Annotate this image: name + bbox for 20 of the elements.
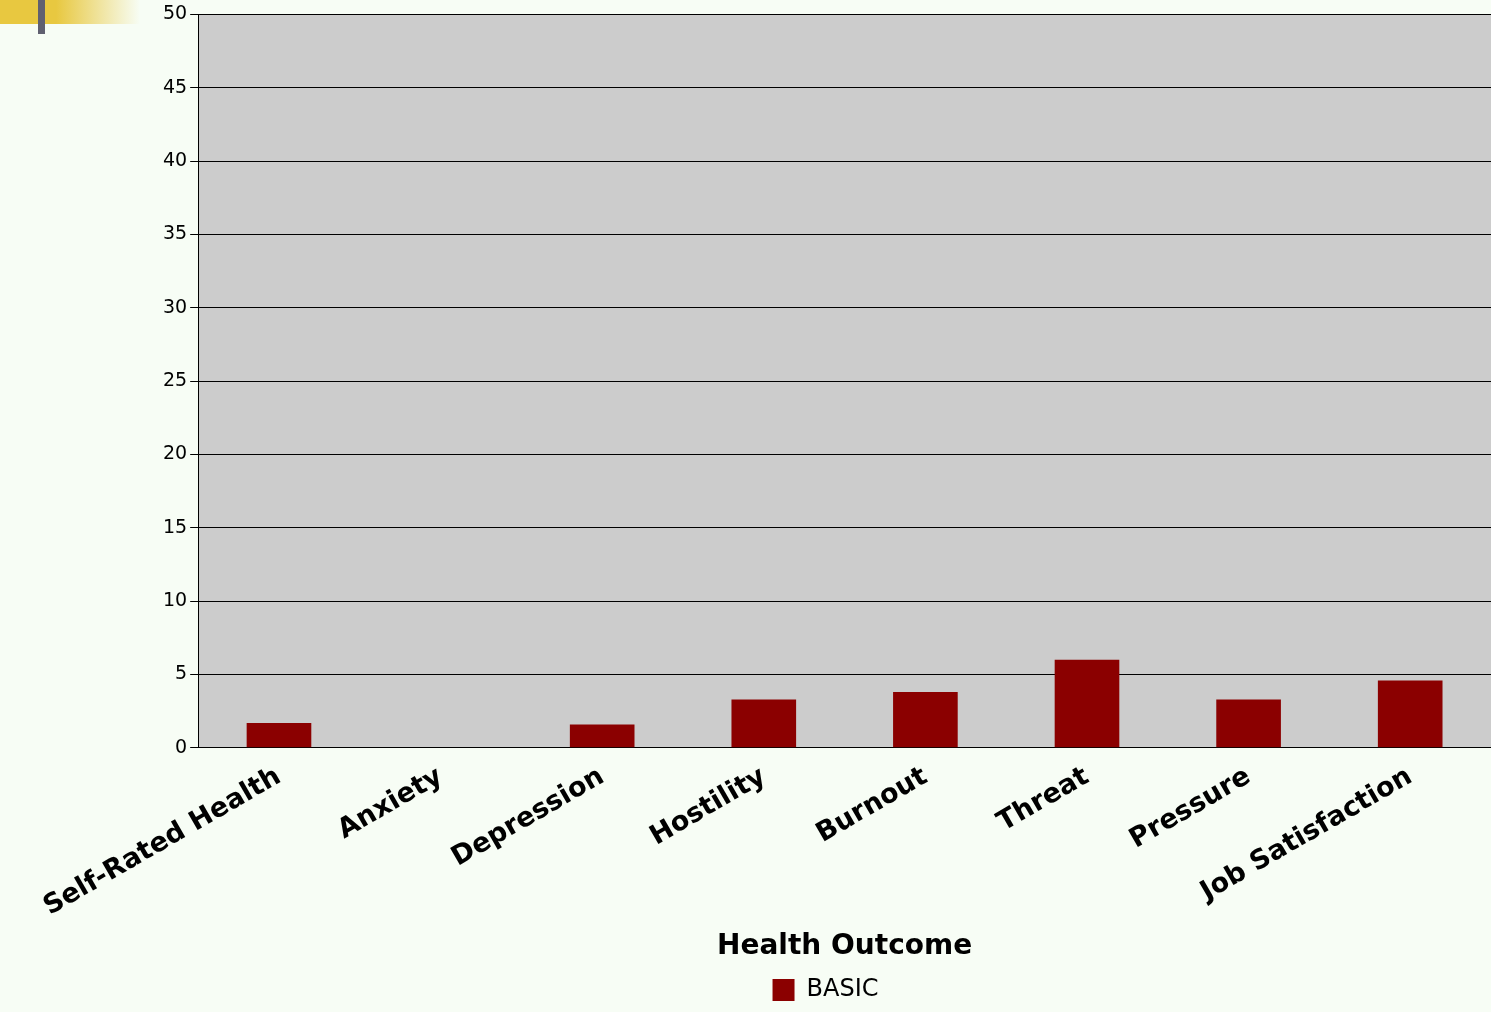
y-tick-label: 40	[162, 148, 188, 171]
y-tick-label: 35	[162, 221, 188, 244]
x-axis-title: Health Outcome	[717, 928, 973, 962]
bar	[569, 724, 635, 748]
bar	[1216, 699, 1281, 748]
bar	[246, 722, 312, 748]
y-tick-label: 50	[162, 1, 188, 24]
y-tick-label: 45	[162, 74, 188, 97]
bar	[731, 699, 797, 748]
y-tick-label: 15	[162, 514, 188, 537]
bar	[1377, 680, 1443, 748]
y-tick-label: 0	[175, 734, 188, 757]
bar	[1054, 659, 1120, 748]
y-tick-label: 30	[162, 294, 188, 317]
y-tick-label: 20	[162, 441, 188, 464]
y-tick-label: 5	[175, 661, 188, 684]
legend-label: BASIC	[806, 974, 879, 1003]
bar	[893, 692, 958, 748]
y-tick-label: 10	[162, 588, 188, 611]
y-tick-label: 25	[162, 368, 188, 391]
